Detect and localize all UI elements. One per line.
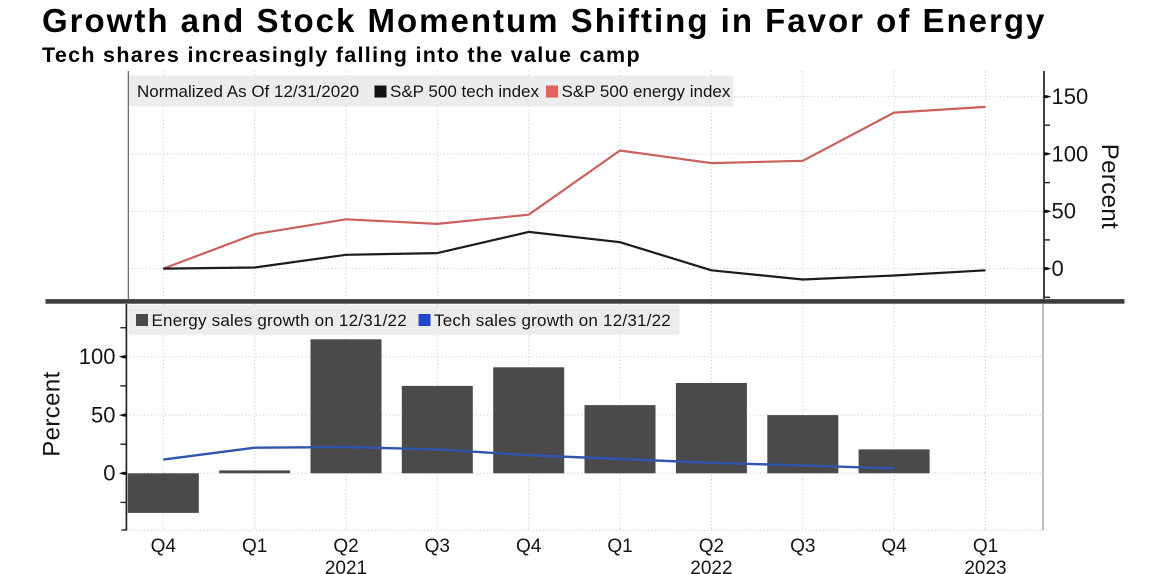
svg-text:Q2: Q2 (699, 536, 724, 557)
svg-text:Q1: Q1 (607, 536, 632, 557)
svg-text:Normalized As Of 12/31/2020: Normalized As Of 12/31/2020 (137, 82, 359, 101)
svg-text:2022: 2022 (690, 558, 732, 574)
svg-text:2023: 2023 (964, 558, 1006, 574)
svg-text:50: 50 (1052, 199, 1076, 224)
svg-text:Q1: Q1 (973, 536, 998, 557)
svg-text:Q2: Q2 (333, 536, 358, 557)
svg-text:Q4: Q4 (881, 536, 907, 557)
svg-text:Q4: Q4 (516, 536, 542, 557)
svg-text:Q3: Q3 (425, 536, 450, 557)
svg-text:S&P 500 tech index: S&P 500 tech index (390, 82, 540, 101)
svg-text:Percent: Percent (38, 371, 65, 457)
svg-text:S&P 500 energy index: S&P 500 energy index (562, 82, 731, 101)
svg-text:50: 50 (91, 403, 115, 428)
svg-text:100: 100 (79, 344, 116, 369)
svg-text:0: 0 (1052, 256, 1064, 281)
svg-text:Q3: Q3 (790, 536, 815, 557)
svg-text:Percent: Percent (1096, 144, 1123, 230)
svg-text:150: 150 (1052, 84, 1089, 109)
svg-text:2021: 2021 (325, 558, 367, 574)
svg-text:Q4: Q4 (151, 536, 177, 557)
svg-text:Q1: Q1 (242, 536, 267, 557)
svg-text:Energy sales growth on 12/31/2: Energy sales growth on 12/31/22 (152, 311, 407, 330)
svg-text:100: 100 (1052, 141, 1089, 166)
svg-text:Tech sales growth on 12/31/22: Tech sales growth on 12/31/22 (434, 311, 671, 330)
svg-text:0: 0 (103, 461, 115, 486)
